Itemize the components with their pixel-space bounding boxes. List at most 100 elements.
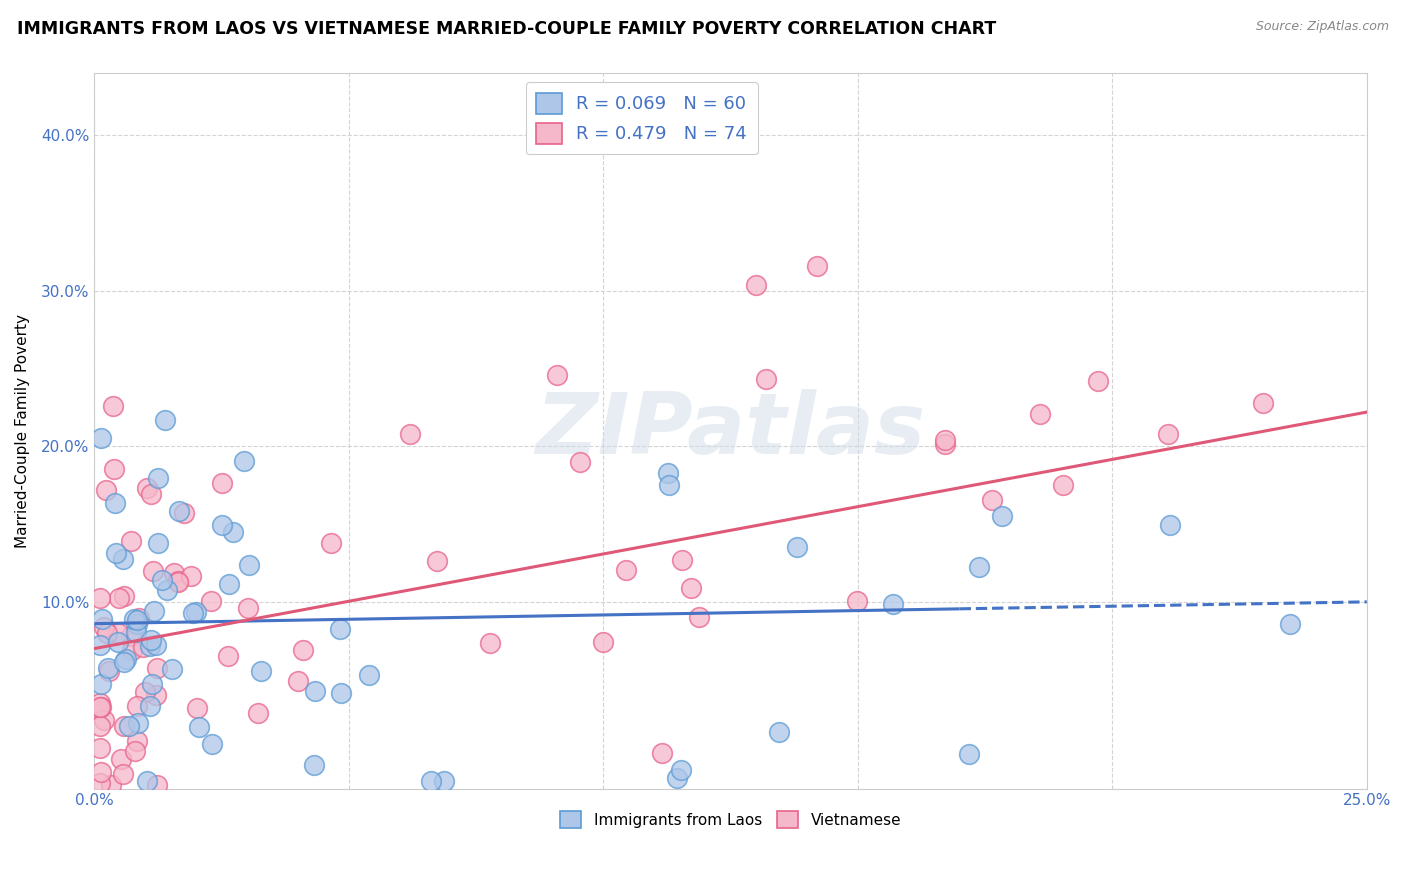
Point <box>200 594 222 608</box>
Point <box>127 616 149 631</box>
Point <box>658 478 681 492</box>
Point <box>112 655 135 669</box>
Point <box>110 752 132 766</box>
Point <box>89 696 111 710</box>
Point <box>141 677 163 691</box>
Point <box>156 582 179 597</box>
Point <box>222 524 245 539</box>
Point <box>184 605 207 619</box>
Point <box>433 773 456 788</box>
Point <box>112 590 135 604</box>
Point <box>679 581 702 595</box>
Point <box>125 624 148 639</box>
Point <box>167 574 190 588</box>
Point <box>107 626 129 640</box>
Point <box>287 674 309 689</box>
Point <box>128 611 150 625</box>
Point <box>89 776 111 790</box>
Point <box>217 648 239 663</box>
Point <box>180 569 202 583</box>
Point <box>89 638 111 652</box>
Point <box>124 612 146 626</box>
Point <box>1251 395 1274 409</box>
Point <box>125 613 148 627</box>
Point <box>97 661 120 675</box>
Point <box>101 399 124 413</box>
Point <box>657 466 679 480</box>
Point <box>90 677 112 691</box>
Point <box>146 661 169 675</box>
Point <box>125 699 148 714</box>
Point <box>108 591 131 605</box>
Point <box>120 628 142 642</box>
Point <box>211 518 233 533</box>
Point <box>94 483 117 497</box>
Point <box>146 535 169 549</box>
Text: ZIPatlas: ZIPatlas <box>536 389 925 472</box>
Point <box>671 764 693 778</box>
Y-axis label: Married-Couple Family Poverty: Married-Couple Family Poverty <box>15 314 30 548</box>
Point <box>93 620 115 634</box>
Point <box>399 426 422 441</box>
Point <box>250 664 273 678</box>
Point <box>934 436 956 450</box>
Point <box>218 577 240 591</box>
Point <box>134 684 156 698</box>
Point <box>93 713 115 727</box>
Point <box>330 686 353 700</box>
Text: IMMIGRANTS FROM LAOS VS VIETNAMESE MARRIED-COUPLE FAMILY POVERTY CORRELATION CHA: IMMIGRANTS FROM LAOS VS VIETNAMESE MARRI… <box>17 20 995 37</box>
Point <box>768 725 790 739</box>
Point <box>1029 407 1052 421</box>
Point <box>138 639 160 653</box>
Point <box>1159 517 1181 532</box>
Point <box>112 767 135 781</box>
Point <box>136 773 159 788</box>
Point <box>546 368 568 382</box>
Point <box>121 642 143 657</box>
Point <box>142 604 165 618</box>
Point <box>246 706 269 720</box>
Point <box>329 622 352 636</box>
Point <box>666 771 689 785</box>
Point <box>651 747 673 761</box>
Point <box>90 765 112 780</box>
Point <box>162 662 184 676</box>
Point <box>139 487 162 501</box>
Point <box>90 699 112 714</box>
Point <box>479 636 502 650</box>
Point <box>89 741 111 756</box>
Point <box>957 747 980 762</box>
Point <box>569 455 592 469</box>
Point <box>112 719 135 733</box>
Point <box>98 664 121 678</box>
Point <box>118 719 141 733</box>
Point <box>90 612 112 626</box>
Point <box>90 431 112 445</box>
Point <box>138 699 160 714</box>
Point <box>127 715 149 730</box>
Point <box>882 597 904 611</box>
Point <box>319 536 342 550</box>
Point <box>614 563 637 577</box>
Point <box>187 720 209 734</box>
Point <box>105 546 128 560</box>
Point <box>145 638 167 652</box>
Point <box>145 688 167 702</box>
Point <box>124 744 146 758</box>
Point <box>845 594 868 608</box>
Point <box>120 533 142 548</box>
Point <box>755 372 778 386</box>
Point <box>359 668 381 682</box>
Point <box>89 700 111 714</box>
Point <box>186 700 208 714</box>
Point <box>201 737 224 751</box>
Point <box>125 734 148 748</box>
Point <box>232 454 254 468</box>
Point <box>96 626 118 640</box>
Point <box>1087 374 1109 388</box>
Legend: Immigrants from Laos, Vietnamese: Immigrants from Laos, Vietnamese <box>554 805 907 835</box>
Point <box>135 481 157 495</box>
Point <box>103 462 125 476</box>
Point <box>100 779 122 793</box>
Text: Source: ZipAtlas.com: Source: ZipAtlas.com <box>1256 20 1389 33</box>
